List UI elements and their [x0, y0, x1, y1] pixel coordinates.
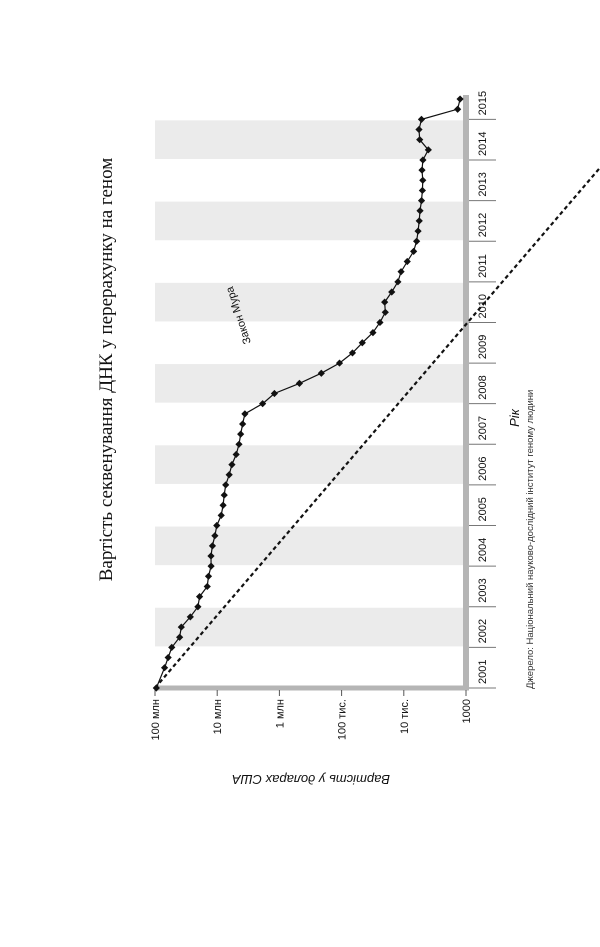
series-layer	[152, 94, 600, 692]
cost-point	[348, 349, 357, 357]
cost-point	[208, 542, 217, 550]
cost-point	[225, 471, 233, 479]
cost-point	[203, 582, 211, 591]
cost-point	[207, 562, 215, 570]
year-band-2006	[155, 445, 464, 484]
cost-point	[418, 166, 426, 174]
x-tick-label: 2002	[477, 619, 489, 643]
x-axis-label: Рік	[507, 408, 522, 427]
x-tick-label: 2005	[477, 497, 489, 521]
cost-point	[416, 136, 424, 144]
cost-point	[381, 298, 389, 306]
cost-point	[335, 359, 344, 367]
cost-point	[160, 664, 169, 672]
cost-point	[419, 176, 427, 184]
cost-point	[419, 156, 427, 164]
cost-point	[416, 207, 424, 215]
year-band-2004	[155, 526, 464, 566]
cost-point	[397, 268, 405, 276]
x-tick-label: 2001	[477, 660, 489, 684]
cost-point	[241, 410, 249, 418]
cost-line	[155, 98, 461, 689]
x-tick-label: 2009	[477, 335, 489, 359]
chart-title: Вартість секвенування ДНК у перерахунку …	[96, 158, 117, 582]
cost-point	[410, 247, 418, 255]
cost-point	[211, 532, 219, 540]
y-axis-ticks: 100 млн 10 млн 1 млн 100 тис. 10 тис. 1000	[150, 690, 473, 740]
x-tick-label: 2011	[477, 254, 489, 278]
y-tick-label: 100 млн	[150, 699, 162, 740]
year-band-2002	[155, 607, 464, 647]
year-band-2012	[155, 201, 464, 241]
cost-point	[415, 217, 423, 225]
year-band-2014	[155, 120, 464, 159]
y-tick-label: 1000	[461, 699, 473, 723]
cost-point	[424, 146, 432, 154]
cost-point	[217, 511, 225, 519]
cost-point	[414, 227, 422, 235]
cost-point	[177, 623, 185, 631]
cost-point	[164, 653, 172, 662]
y-tick-label: 10 тис.	[399, 699, 411, 734]
cost-point	[195, 593, 204, 601]
cost-point	[417, 197, 426, 205]
x-tick-label: 2015	[477, 91, 489, 115]
cost-point	[204, 572, 213, 580]
cost-point	[213, 521, 221, 530]
cost-point	[295, 379, 304, 387]
cost-point	[219, 501, 227, 509]
x-tick-label: 2004	[477, 538, 489, 562]
cost-point	[194, 603, 202, 611]
cost-point	[220, 491, 228, 499]
x-tick-label: 2014	[477, 132, 489, 156]
cost-point	[232, 450, 240, 459]
cost-point	[186, 613, 194, 621]
cost-point	[454, 105, 462, 113]
x-tick-label: 2013	[477, 172, 489, 196]
cost-point	[207, 552, 215, 560]
x-tick-label: 2012	[477, 213, 489, 237]
x-tick-label: 2006	[477, 456, 489, 480]
cost-point	[239, 420, 247, 428]
year-bands	[155, 120, 464, 647]
cost-point	[413, 237, 421, 245]
cost-point	[376, 318, 384, 327]
cost-point	[270, 389, 279, 398]
cost-point	[381, 308, 389, 316]
cost-point	[369, 329, 377, 337]
cost-point	[176, 633, 184, 641]
cost-point	[235, 440, 243, 448]
cost-point	[456, 95, 464, 103]
cost-point	[358, 339, 366, 347]
cost-point	[394, 278, 402, 286]
y-tick-label: 1 млн	[274, 699, 286, 728]
cost-point	[418, 186, 426, 195]
x-axis-ticks: 2001 2002 2003 2004 2005 2006 2007 2008 2009 2010…	[469, 91, 496, 689]
cost-point	[228, 461, 236, 469]
cost-point	[237, 430, 245, 438]
cost-point	[168, 643, 176, 651]
cost-point	[259, 400, 267, 408]
cost-point	[222, 481, 230, 489]
year-band-2008	[155, 364, 464, 403]
axes	[155, 95, 469, 691]
y-axis-label: Вартість у доларах США	[232, 772, 390, 787]
x-tick-label: 2010	[477, 294, 489, 318]
x-tick-label: 2003	[477, 578, 489, 602]
cost-point	[415, 125, 423, 134]
y-tick-label: 100 тис.	[337, 699, 349, 740]
cost-point	[417, 115, 426, 123]
x-tick-label: 2008	[477, 375, 489, 399]
cost-point	[403, 257, 411, 266]
y-tick-label: 10 млн	[212, 699, 224, 734]
x-tick-label: 2007	[477, 416, 489, 440]
year-band-2010	[155, 282, 464, 322]
source-note: Джерело: Національний науково-дослідний …	[525, 390, 536, 689]
cost-point	[317, 369, 325, 377]
